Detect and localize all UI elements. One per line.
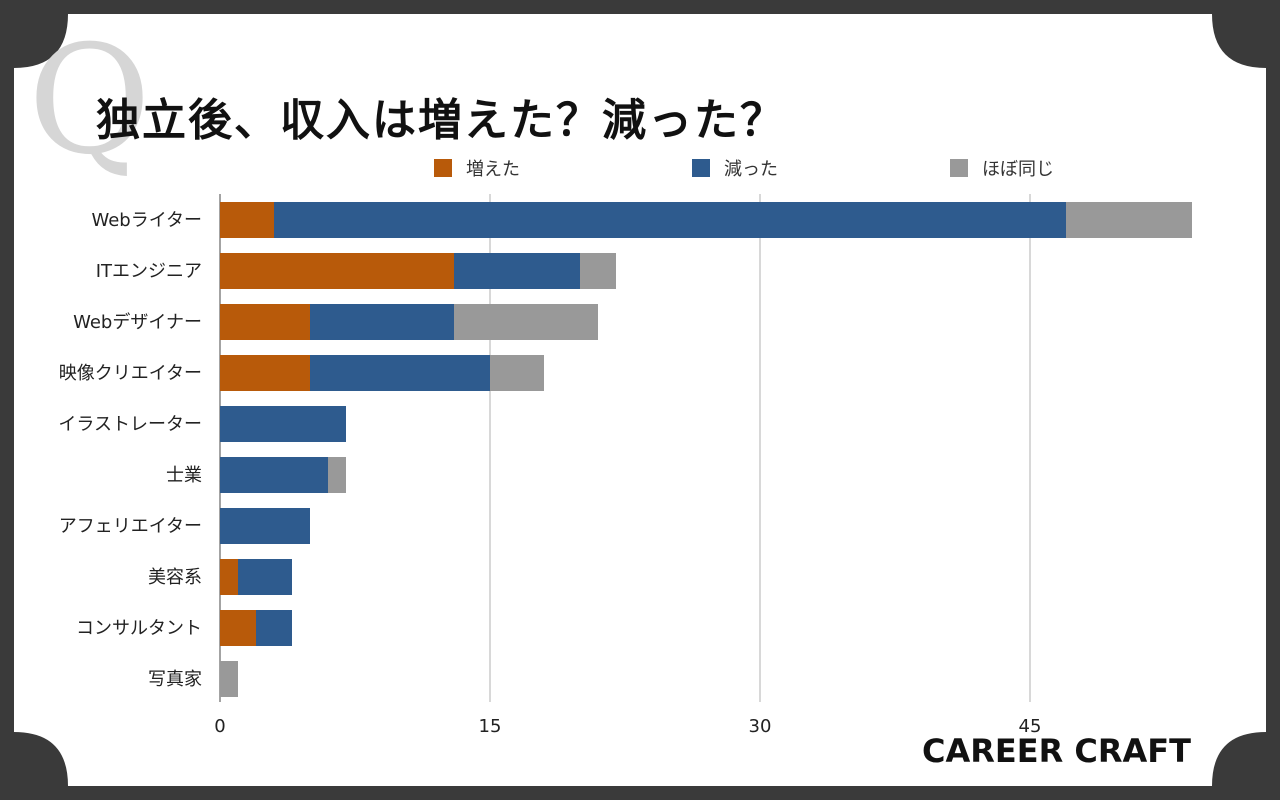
x-tick-label: 45 [1019, 716, 1042, 737]
bar-segment [490, 355, 544, 391]
legend-label-same: ほぼ同じ [982, 159, 1054, 180]
bar-segment [220, 508, 310, 544]
bar-segment [220, 457, 328, 493]
bar-segment [238, 559, 292, 595]
category-label: 映像クリエイター [59, 363, 202, 384]
category-label: コンサルタント [76, 618, 202, 639]
bar-segment [1066, 202, 1192, 238]
x-tick-label: 0 [214, 716, 225, 737]
bar-segment [580, 253, 616, 289]
category-label: Webライター [91, 210, 202, 231]
bar-segment [220, 202, 274, 238]
bar-segment [220, 610, 256, 646]
chart-title: 独立後、収入は増えた？減った？ [96, 95, 786, 146]
bar-segment [220, 661, 238, 697]
x-tick-label: 30 [749, 716, 772, 737]
bar-segment [220, 355, 310, 391]
bar-segment [220, 559, 238, 595]
x-tick-label: 15 [479, 716, 502, 737]
bar-segment [454, 253, 580, 289]
career-craft-logo: CAREER CRAFT [922, 732, 1191, 770]
bar-segment [310, 304, 454, 340]
bar-segment [220, 253, 454, 289]
category-label: 士業 [166, 465, 202, 486]
category-label: ITエンジニア [96, 261, 202, 282]
legend-swatch-same [950, 159, 968, 177]
category-label: 写真家 [148, 669, 202, 690]
bar-segment [328, 457, 346, 493]
legend-item-increased: 増えた [434, 156, 520, 180]
bar-segment [274, 202, 1066, 238]
category-label: 美容系 [148, 567, 202, 588]
legend-swatch-decreased [692, 159, 710, 177]
legend-label-increased: 増えた [466, 159, 520, 180]
legend-swatch-increased [434, 159, 452, 177]
q-watermark: Q [28, 14, 151, 188]
bar-segment [220, 406, 346, 442]
category-label: アフェリエイター [59, 516, 202, 537]
legend-label-decreased: 減った [724, 159, 778, 180]
bar-segment [220, 304, 310, 340]
bar-segment [256, 610, 292, 646]
legend-item-same: ほぼ同じ [950, 156, 1054, 180]
bar-segment [310, 355, 490, 391]
bar-segment [454, 304, 598, 340]
legend-item-decreased: 減った [692, 156, 778, 180]
category-label: Webデザイナー [73, 312, 202, 333]
category-label: イラストレーター [58, 414, 202, 435]
